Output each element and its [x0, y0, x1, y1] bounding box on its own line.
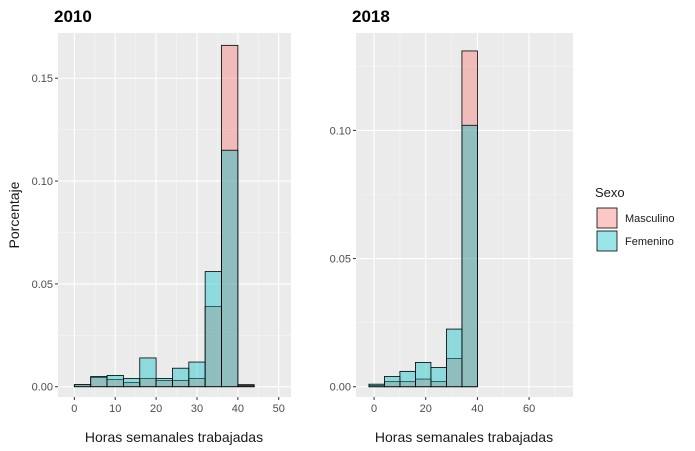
bar-femenino-4 [90, 376, 108, 388]
x-ticks-2010: 0 10 20 30 40 50 [71, 397, 285, 415]
bar-femenino-28 [188, 361, 206, 388]
legend-label-masculino: Masculino [625, 213, 675, 225]
legend: Sexo Masculino Femenino [595, 185, 675, 252]
x-axis-title-2010: Horas semanales trabajadas [85, 429, 263, 445]
bar-femenino--2 [368, 383, 385, 388]
legend-label-femenino: Femenino [625, 236, 674, 248]
y-axis-title: Porcentaje [6, 181, 22, 248]
y-ticks-2018: 0.00 0.05 0.10 [330, 125, 356, 394]
y-tick-label: 0.10 [32, 176, 53, 188]
bar-femenino-0 [73, 384, 92, 388]
bar-femenino-24 [172, 367, 190, 388]
y-tick-label: 0.00 [32, 382, 53, 394]
bar-femenino-16 [139, 357, 157, 388]
bar-femenino-12 [123, 378, 141, 388]
y-tick-label: 0.10 [330, 125, 351, 137]
bar-femenino-20 [155, 378, 173, 388]
y-ticks-2010: 0.00 0.05 0.10 0.15 [32, 73, 58, 394]
bars-2010 [73, 44, 255, 388]
y-tick-label: 0.05 [330, 254, 351, 266]
x-ticks-2018: 0 20 40 60 [371, 397, 535, 415]
bar-femenino-10 [399, 370, 416, 388]
panel-title-2010: 2010 [54, 7, 92, 26]
bar-femenino-28 [446, 328, 463, 388]
bar-femenino-34 [461, 124, 478, 388]
legend-title: Sexo [595, 185, 625, 200]
x-tick-label: 0 [371, 403, 377, 415]
panel-title-2018: 2018 [352, 7, 390, 26]
bar-femenino-4 [384, 376, 401, 388]
bar-femenino-40 [237, 385, 255, 388]
panel-background-2010 [58, 33, 291, 397]
y-tick-label: 0.00 [330, 382, 351, 394]
x-tick-label: 30 [191, 403, 203, 415]
bar-femenino-22 [430, 367, 447, 388]
x-tick-label: 10 [109, 403, 121, 415]
bar-femenino-8 [106, 375, 124, 388]
bar-femenino-16 [415, 361, 432, 388]
legend-swatch-masculino [596, 207, 618, 229]
x-tick-label: 40 [232, 403, 244, 415]
legend-swatch-femenino [596, 230, 618, 252]
x-tick-label: 50 [273, 403, 285, 415]
panel-2018: 2018 0 20 40 60 0.00 0.05 0.10 Horas semanale… [330, 7, 573, 445]
bar-femenino-36 [221, 149, 239, 388]
panel-2010: 2010 0 10 20 30 40 50 0.00 0.05 0.10 0.15 Horas … [6, 7, 291, 445]
bars-2018 [368, 50, 478, 388]
x-tick-label: 40 [471, 403, 483, 415]
x-tick-label: 20 [420, 403, 432, 415]
y-tick-label: 0.15 [32, 73, 53, 85]
y-tick-label: 0.05 [32, 279, 53, 291]
x-tick-label: 60 [523, 403, 535, 415]
panel-background-2018 [356, 33, 573, 397]
x-axis-title-2018: Horas semanales trabajadas [375, 429, 553, 445]
x-tick-label: 0 [71, 403, 77, 415]
bar-femenino-32 [204, 271, 222, 388]
x-tick-label: 20 [150, 403, 162, 415]
